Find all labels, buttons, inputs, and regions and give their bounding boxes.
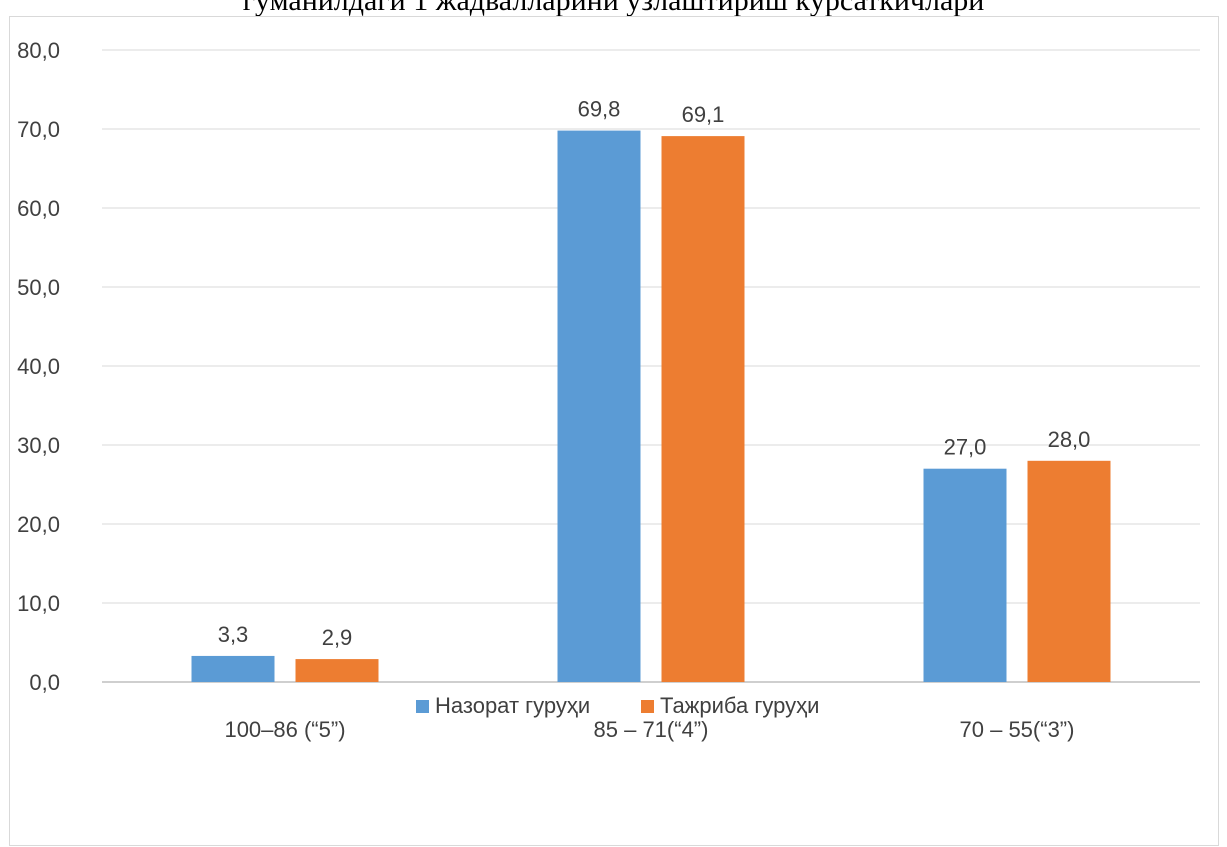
y-tick-label: 40,0: [17, 354, 60, 379]
y-tick-label: 0,0: [29, 670, 60, 695]
bar: [557, 130, 641, 682]
chart-caption: гуманилдаги 1 жадвалларини ўзлаштириш кў…: [242, 0, 985, 17]
legend-label: Тажриба гуруҳи: [660, 693, 819, 718]
y-tick-label: 80,0: [17, 38, 60, 63]
bar: [191, 655, 275, 682]
legend-swatch: [641, 700, 654, 713]
x-tick-label: 100–86 (“5”): [224, 717, 345, 742]
x-tick-label: 70 – 55(“3”): [960, 717, 1075, 742]
x-tick-label: 85 – 71(“4”): [594, 717, 709, 742]
y-tick-label: 50,0: [17, 275, 60, 300]
data-label: 2,9: [322, 625, 353, 650]
bar-chart: 0,0 10,0 20,0 30,0 40,0 50,0 60,0 70,0 80,0 3,3 2,…: [17, 38, 1200, 742]
data-label: 69,8: [578, 97, 621, 122]
y-tick-label: 20,0: [17, 512, 60, 537]
data-label: 69,1: [682, 102, 725, 127]
bar: [661, 136, 745, 683]
chart-frame: 0,0 10,0 20,0 30,0 40,0 50,0 60,0 70,0 80,0 3,3 2,…: [9, 16, 1219, 846]
data-label: 27,0: [944, 435, 987, 460]
y-tick-label: 70,0: [17, 117, 60, 142]
y-tick-label: 10,0: [17, 591, 60, 616]
data-label: 3,3: [218, 622, 249, 647]
bar: [923, 468, 1007, 682]
y-tick-label: 60,0: [17, 196, 60, 221]
bar: [1027, 460, 1111, 682]
data-label: 28,0: [1048, 427, 1091, 452]
legend-label: Назорат гуруҳи: [435, 693, 590, 718]
legend-swatch: [416, 700, 429, 713]
bar: [295, 659, 379, 682]
y-tick-label: 30,0: [17, 433, 60, 458]
